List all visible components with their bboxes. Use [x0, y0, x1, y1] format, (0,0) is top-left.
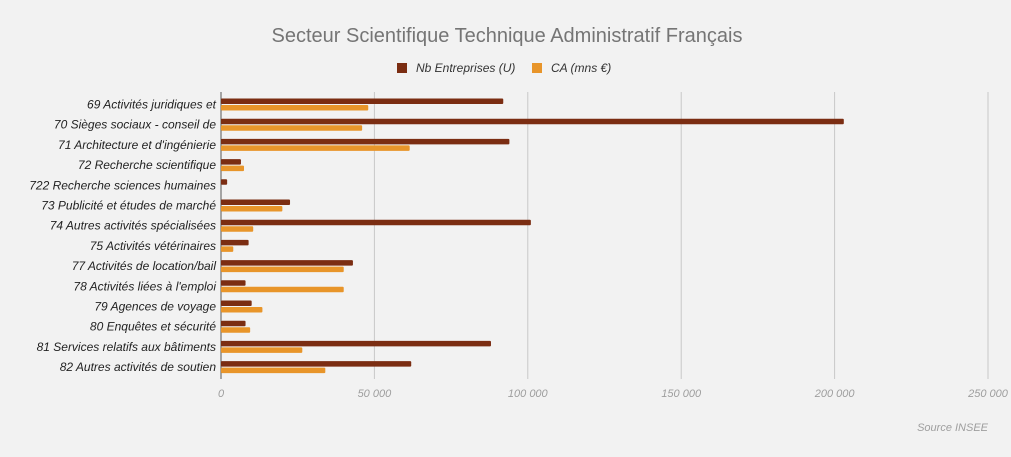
category-label: 71 Architecture et d'ingénierie: [58, 138, 216, 152]
x-axis-ticks: 0 50 000 100 000 150 000 200 000 250 000: [218, 388, 1009, 400]
source-note: Source INSEE: [917, 422, 989, 434]
category-label: 75 Activités vétérinaires: [90, 239, 216, 253]
x-tick-label: 50 000: [358, 388, 393, 400]
bar-ca: [221, 226, 254, 232]
category-label: 722 Recherche sciences humaines: [29, 178, 216, 192]
category-label: 73 Publicité et études de marché: [41, 199, 216, 213]
bar-ca: [221, 327, 251, 333]
bar-nb-entreprises: [221, 179, 228, 185]
bar-ca: [221, 125, 363, 131]
category-labels: 69 Activités juridiques et 70 Sièges soci…: [29, 98, 216, 375]
bar-ca: [221, 266, 344, 273]
x-tick-label: 100 000: [508, 388, 549, 400]
x-tick-label: 0: [218, 388, 225, 400]
legend: Nb Entreprises (U) CA (mns €): [397, 61, 611, 75]
bar-ca: [221, 367, 326, 374]
bar-nb-entreprises: [221, 320, 246, 327]
chart-title: Secteur Scientifique Technique Administr…: [272, 25, 743, 47]
bar-nb-entreprises: [221, 159, 241, 165]
x-tick-label: 150 000: [661, 388, 702, 400]
bar-nb-entreprises: [221, 260, 353, 266]
category-label: 72 Recherche scientifique: [78, 158, 216, 172]
legend-label: Nb Entreprises (U): [416, 61, 515, 75]
bar-ca: [221, 165, 245, 172]
bar-nb-entreprises: [221, 199, 291, 205]
gridlines: [220, 92, 989, 379]
category-label: 69 Activités juridiques et: [87, 98, 217, 112]
bar-nb-entreprises: [221, 98, 504, 104]
bar-ca: [221, 347, 303, 353]
bar-ca: [221, 286, 344, 293]
bar-nb-entreprises: [221, 138, 510, 145]
bar-nb-entreprises: [221, 219, 531, 226]
bar-nb-entreprises: [221, 361, 412, 367]
category-label: 74 Autres activités spécialisées: [50, 219, 216, 233]
bars: [221, 98, 844, 374]
category-label: 77 Activités de location/bail: [72, 259, 217, 273]
category-label: 80 Enquêtes et sécurité: [90, 320, 216, 334]
bar-ca: [221, 105, 369, 111]
category-label: 81 Services relatifs aux bâtiments: [37, 340, 216, 354]
category-label: 79 Agences de voyage: [94, 300, 216, 314]
bar-ca: [221, 145, 410, 151]
category-label: 82 Autres activités de soutien: [60, 360, 217, 374]
x-tick-label: 250 000: [967, 388, 1009, 400]
bar-ca: [221, 246, 234, 252]
bar-ca: [221, 307, 263, 313]
legend-label: CA (mns €): [551, 61, 611, 75]
category-label: 70 Sièges sociaux - conseil de: [54, 118, 216, 132]
bar-nb-entreprises: [221, 340, 491, 347]
bar-nb-entreprises: [221, 300, 252, 306]
legend-swatch-ca: [532, 63, 542, 73]
bar-ca: [221, 206, 283, 212]
x-tick-label: 200 000: [814, 388, 856, 400]
category-label: 78 Activités liées à l'emploi: [73, 279, 216, 293]
bar-nb-entreprises: [221, 118, 844, 125]
bar-nb-entreprises: [221, 280, 246, 286]
legend-swatch-nb-entreprises: [397, 63, 407, 73]
bar-nb-entreprises: [221, 239, 249, 246]
